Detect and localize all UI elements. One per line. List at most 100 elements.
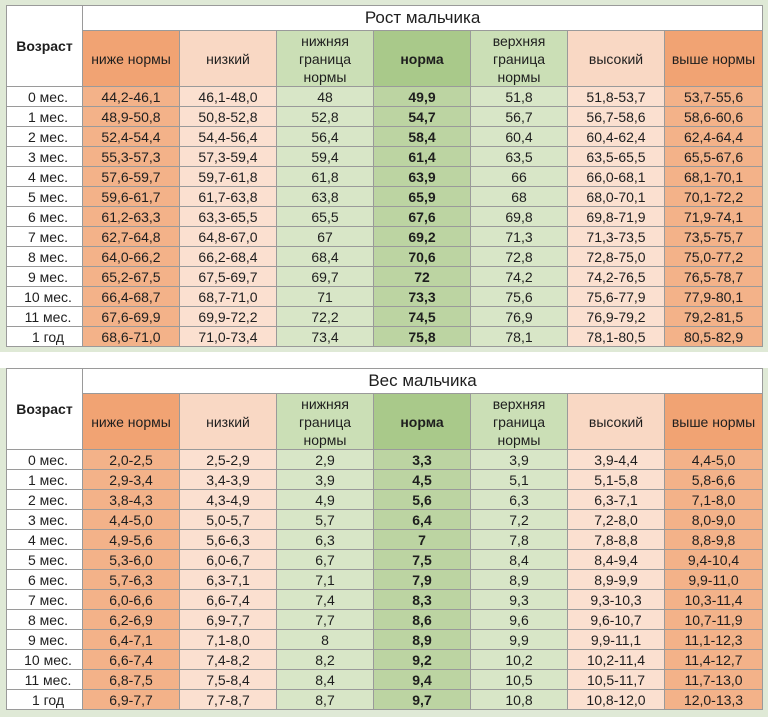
cell-above-norm: 70,1-72,2 <box>663 186 764 207</box>
cell-low: 66,2-68,4 <box>179 246 277 267</box>
cell-below-norm: 6,0-6,6 <box>82 589 180 610</box>
cell-above-norm: 58,6-60,6 <box>663 106 764 127</box>
cell-below-norm: 4,4-5,0 <box>82 509 180 530</box>
cell-low: 54,4-56,4 <box>179 126 277 147</box>
cell-lower-bound: 48 <box>276 86 374 107</box>
cell-low: 6,9-7,7 <box>179 609 277 630</box>
cell-upper-bound: 78,1 <box>470 326 568 347</box>
table-row: 1 мес. 2,9-3,4 3,4-3,9 3,9 4,5 5,1 5,1-5,8 5,8-… <box>6 469 764 490</box>
cell-norm: 7,5 <box>373 549 471 570</box>
table-row: 7 мес. 62,7-64,8 64,8-67,0 67 69,2 71,3 71,3-7… <box>6 226 764 247</box>
col-header-upper-bound: верхняя граница нормы <box>470 30 568 87</box>
cell-below-norm: 6,9-7,7 <box>82 689 180 710</box>
cell-norm: 8,6 <box>373 609 471 630</box>
cell-high: 8,4-9,4 <box>567 549 665 570</box>
cell-high: 9,6-10,7 <box>567 609 665 630</box>
cell-norm: 8,9 <box>373 629 471 650</box>
col-header-lower-bound: нижняя граница нормы <box>276 30 374 87</box>
cell-low: 57,3-59,4 <box>179 146 277 167</box>
cell-norm: 49,9 <box>373 86 471 107</box>
col-header-norm: норма <box>373 30 471 87</box>
cell-upper-bound: 66 <box>470 166 568 187</box>
col-header-low: низкий <box>179 393 277 450</box>
table-row: 2 мес. 52,4-54,4 54,4-56,4 56,4 58,4 60,4 60,4… <box>6 126 764 147</box>
cell-norm: 6,4 <box>373 509 471 530</box>
cell-lower-bound: 68,4 <box>276 246 374 267</box>
col-header-above-norm: выше нормы <box>663 30 764 87</box>
cell-upper-bound: 71,3 <box>470 226 568 247</box>
cell-norm: 9,2 <box>373 649 471 670</box>
cell-below-norm: 6,8-7,5 <box>82 669 180 690</box>
cell-low: 46,1-48,0 <box>179 86 277 107</box>
height-table-title: Рост мальчика <box>81 5 764 31</box>
cell-above-norm: 76,5-78,7 <box>663 266 764 287</box>
cell-high: 51,8-53,7 <box>567 86 665 107</box>
cell-above-norm: 62,4-64,4 <box>663 126 764 147</box>
cell-high: 78,1-80,5 <box>567 326 665 347</box>
cell-age: 6 мес. <box>6 206 83 227</box>
cell-low: 7,4-8,2 <box>179 649 277 670</box>
cell-norm: 8,3 <box>373 589 471 610</box>
cell-low: 6,6-7,4 <box>179 589 277 610</box>
table-row: 6 мес. 61,2-63,3 63,3-65,5 65,5 67,6 69,8 69,8… <box>6 206 764 227</box>
cell-age: 1 год <box>6 326 83 347</box>
cell-upper-bound: 10,8 <box>470 689 568 710</box>
cell-age: 1 мес. <box>6 106 83 127</box>
cell-lower-bound: 73,4 <box>276 326 374 347</box>
cell-low: 64,8-67,0 <box>179 226 277 247</box>
cell-age: 5 мес. <box>6 186 83 207</box>
cell-low: 63,3-65,5 <box>179 206 277 227</box>
cell-age: 0 мес. <box>6 86 83 107</box>
table-row: 8 мес. 6,2-6,9 6,9-7,7 7,7 8,6 9,6 9,6-10,7 10,… <box>6 609 764 630</box>
cell-below-norm: 3,8-4,3 <box>82 489 180 510</box>
age-header: Возраст <box>6 368 83 450</box>
cell-age: 2 мес. <box>6 489 83 510</box>
cell-high: 74,2-76,5 <box>567 266 665 287</box>
cell-low: 71,0-73,4 <box>179 326 277 347</box>
cell-lower-bound: 72,2 <box>276 306 374 327</box>
table-row: 9 мес. 65,2-67,5 67,5-69,7 69,7 72 74,2 74,2-7… <box>6 266 764 287</box>
cell-high: 10,5-11,7 <box>567 669 665 690</box>
cell-lower-bound: 7,1 <box>276 569 374 590</box>
cell-upper-bound: 5,1 <box>470 469 568 490</box>
cell-low: 3,4-3,9 <box>179 469 277 490</box>
cell-norm: 3,3 <box>373 449 471 470</box>
col-header-norm: норма <box>373 393 471 450</box>
cell-age: 1 мес. <box>6 469 83 490</box>
cell-upper-bound: 63,5 <box>470 146 568 167</box>
cell-below-norm: 6,4-7,1 <box>82 629 180 650</box>
cell-norm: 58,4 <box>373 126 471 147</box>
cell-above-norm: 4,4-5,0 <box>663 449 764 470</box>
table-row: 10 мес. 66,4-68,7 68,7-71,0 71 73,3 75,6 75,6-… <box>6 286 764 307</box>
cell-high: 6,3-7,1 <box>567 489 665 510</box>
cell-below-norm: 62,7-64,8 <box>82 226 180 247</box>
table-row: 10 мес. 6,6-7,4 7,4-8,2 8,2 9,2 10,2 10,2-11,4… <box>6 649 764 670</box>
cell-age: 9 мес. <box>6 629 83 650</box>
cell-upper-bound: 3,9 <box>470 449 568 470</box>
cell-above-norm: 80,5-82,9 <box>663 326 764 347</box>
cell-high: 8,9-9,9 <box>567 569 665 590</box>
cell-age: 1 год <box>6 689 83 710</box>
cell-low: 4,3-4,9 <box>179 489 277 510</box>
cell-below-norm: 44,2-46,1 <box>82 86 180 107</box>
cell-norm: 72 <box>373 266 471 287</box>
cell-above-norm: 11,1-12,3 <box>663 629 764 650</box>
cell-norm: 75,8 <box>373 326 471 347</box>
col-header-below-norm: ниже нормы <box>82 30 180 87</box>
cell-high: 71,3-73,5 <box>567 226 665 247</box>
cell-age: 0 мес. <box>6 449 83 470</box>
cell-lower-bound: 3,9 <box>276 469 374 490</box>
cell-above-norm: 8,0-9,0 <box>663 509 764 530</box>
cell-age: 7 мес. <box>6 226 83 247</box>
table-row: 1 год 68,6-71,0 71,0-73,4 73,4 75,8 78,1 78,1-… <box>6 326 764 347</box>
cell-age: 8 мес. <box>6 609 83 630</box>
cell-low: 7,5-8,4 <box>179 669 277 690</box>
cell-lower-bound: 63,8 <box>276 186 374 207</box>
cell-below-norm: 64,0-66,2 <box>82 246 180 267</box>
cell-low: 7,7-8,7 <box>179 689 277 710</box>
cell-above-norm: 10,7-11,9 <box>663 609 764 630</box>
cell-above-norm: 10,3-11,4 <box>663 589 764 610</box>
table-row: 9 мес. 6,4-7,1 7,1-8,0 8 8,9 9,9 9,9-11,1 11,1-… <box>6 629 764 650</box>
cell-high: 7,2-8,0 <box>567 509 665 530</box>
